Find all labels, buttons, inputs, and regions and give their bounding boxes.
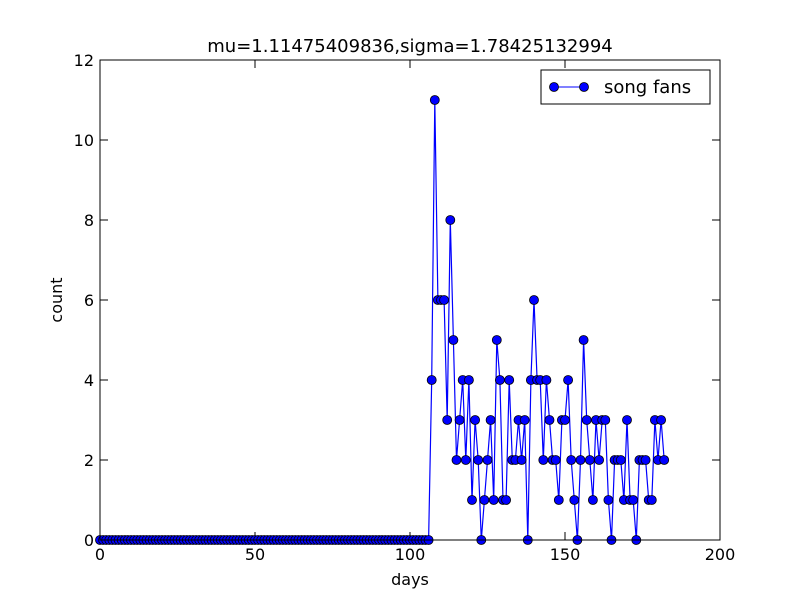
data-point <box>603 495 614 505</box>
axes: 0 50 100 150 200 0 2 4 6 8 10 12 <box>74 51 736 564</box>
data-point <box>588 495 598 505</box>
x-tick-label: 200 <box>705 545 736 564</box>
data-point <box>578 335 589 345</box>
data-point <box>584 455 595 465</box>
data-point <box>646 495 657 505</box>
y-tick-label: 10 <box>74 131 94 150</box>
y-tick-label: 6 <box>84 291 94 310</box>
data-point <box>594 455 604 465</box>
data-point <box>519 415 530 425</box>
x-tick-label: 100 <box>395 545 426 564</box>
y-tick-label: 2 <box>84 451 94 470</box>
data-point <box>563 375 573 385</box>
data-point <box>494 375 505 385</box>
data-point <box>485 415 496 425</box>
data-point <box>615 455 626 465</box>
y-tick-label: 0 <box>84 531 94 550</box>
data-point <box>541 375 552 385</box>
y-tick-label: 8 <box>84 211 94 230</box>
data-point <box>479 495 490 505</box>
data-point <box>445 215 456 225</box>
y-tick-label: 12 <box>74 51 94 70</box>
data-point <box>553 495 564 505</box>
data-point <box>501 495 512 505</box>
data-point <box>600 415 611 425</box>
data-point <box>467 495 477 505</box>
data-point <box>581 415 592 425</box>
data-point <box>544 415 555 425</box>
legend: song fans <box>540 69 711 105</box>
x-tick-label: 150 <box>550 545 581 564</box>
data-point <box>569 495 580 505</box>
legend-marker <box>579 82 589 92</box>
chart-title: mu=1.11475409836,sigma=1.78425132994 <box>207 36 613 57</box>
data-point <box>656 415 666 425</box>
y-tick-label: 4 <box>84 371 94 390</box>
data-point <box>622 415 632 425</box>
data-point <box>640 455 651 465</box>
data-point <box>448 335 459 345</box>
plot-frame <box>99 59 721 541</box>
data-point <box>628 495 639 505</box>
data-point <box>426 375 437 385</box>
legend-marker <box>549 82 559 92</box>
data-point <box>454 415 465 425</box>
legend-label: song fans <box>604 77 691 98</box>
x-tick-label: 0 <box>95 545 105 564</box>
data-point <box>482 455 493 465</box>
data-point <box>442 415 453 425</box>
data-point <box>504 375 515 385</box>
data-point <box>473 455 484 465</box>
data-point <box>560 415 570 425</box>
data-point <box>463 375 474 385</box>
data-point <box>538 455 549 465</box>
x-axis-label: days <box>391 570 429 589</box>
data-point <box>451 455 462 465</box>
data-point <box>659 455 670 465</box>
data-point <box>439 295 450 305</box>
y-axis-label: count <box>47 277 66 322</box>
data-point <box>516 455 527 465</box>
data-point <box>575 455 586 465</box>
data-point <box>529 295 539 305</box>
data-point <box>550 455 561 465</box>
x-tick-label: 50 <box>245 545 265 564</box>
data-point <box>470 415 481 425</box>
data-point <box>429 95 440 105</box>
data-point <box>491 335 502 345</box>
data-point <box>488 495 499 505</box>
data-point <box>566 455 577 465</box>
data-point <box>460 455 471 465</box>
